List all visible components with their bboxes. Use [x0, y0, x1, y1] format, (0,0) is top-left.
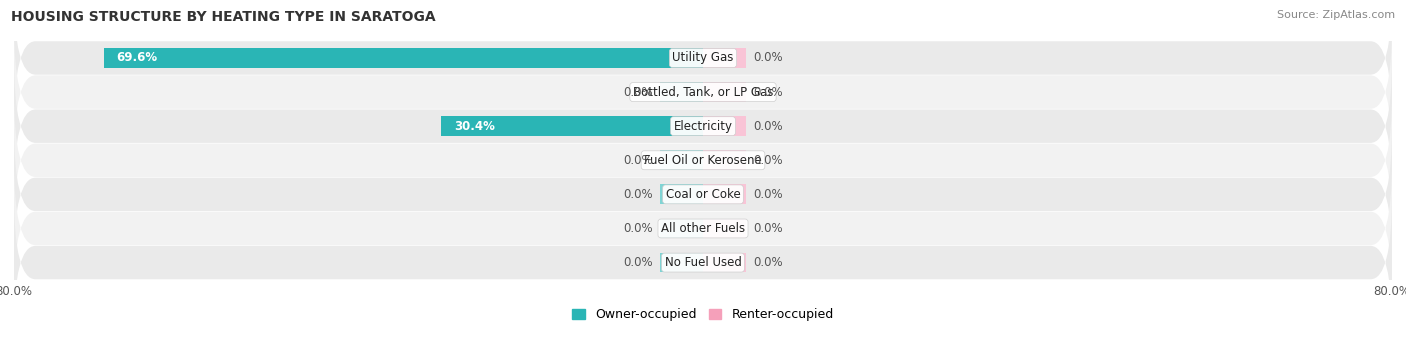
Bar	[659, 219, 703, 238]
Bar	[104, 48, 703, 68]
Text: Bottled, Tank, or LP Gas: Bottled, Tank, or LP Gas	[633, 86, 773, 99]
FancyBboxPatch shape	[14, 160, 1392, 297]
Text: Utility Gas: Utility Gas	[672, 51, 734, 64]
Text: 0.0%: 0.0%	[754, 51, 783, 64]
Text: Electricity: Electricity	[673, 120, 733, 133]
FancyBboxPatch shape	[14, 24, 1392, 161]
Text: 0.0%: 0.0%	[754, 222, 783, 235]
Text: 0.0%: 0.0%	[623, 222, 652, 235]
Text: No Fuel Used: No Fuel Used	[665, 256, 741, 269]
Bar	[703, 184, 747, 204]
Text: Source: ZipAtlas.com: Source: ZipAtlas.com	[1277, 10, 1395, 20]
Bar	[703, 219, 747, 238]
Text: 0.0%: 0.0%	[754, 154, 783, 167]
Bar	[659, 82, 703, 102]
Bar	[703, 82, 747, 102]
Text: 69.6%: 69.6%	[117, 51, 157, 64]
Text: 0.0%: 0.0%	[754, 188, 783, 201]
Bar	[703, 116, 747, 136]
Bar	[703, 150, 747, 170]
Text: 0.0%: 0.0%	[754, 86, 783, 99]
Text: 0.0%: 0.0%	[623, 188, 652, 201]
FancyBboxPatch shape	[14, 194, 1392, 331]
FancyBboxPatch shape	[14, 126, 1392, 263]
Text: Coal or Coke: Coal or Coke	[665, 188, 741, 201]
Legend: Owner-occupied, Renter-occupied: Owner-occupied, Renter-occupied	[568, 303, 838, 326]
FancyBboxPatch shape	[14, 58, 1392, 195]
Text: 30.4%: 30.4%	[454, 120, 495, 133]
Text: HOUSING STRUCTURE BY HEATING TYPE IN SARATOGA: HOUSING STRUCTURE BY HEATING TYPE IN SAR…	[11, 10, 436, 24]
Text: 0.0%: 0.0%	[754, 120, 783, 133]
Bar	[703, 48, 747, 68]
Text: All other Fuels: All other Fuels	[661, 222, 745, 235]
Text: Fuel Oil or Kerosene: Fuel Oil or Kerosene	[644, 154, 762, 167]
Bar	[441, 116, 703, 136]
Bar	[659, 184, 703, 204]
Bar	[703, 253, 747, 272]
Bar	[659, 150, 703, 170]
Text: 0.0%: 0.0%	[623, 256, 652, 269]
FancyBboxPatch shape	[14, 92, 1392, 229]
Bar	[659, 253, 703, 272]
FancyBboxPatch shape	[14, 0, 1392, 127]
Text: 0.0%: 0.0%	[754, 256, 783, 269]
Text: 0.0%: 0.0%	[623, 86, 652, 99]
Text: 0.0%: 0.0%	[623, 154, 652, 167]
